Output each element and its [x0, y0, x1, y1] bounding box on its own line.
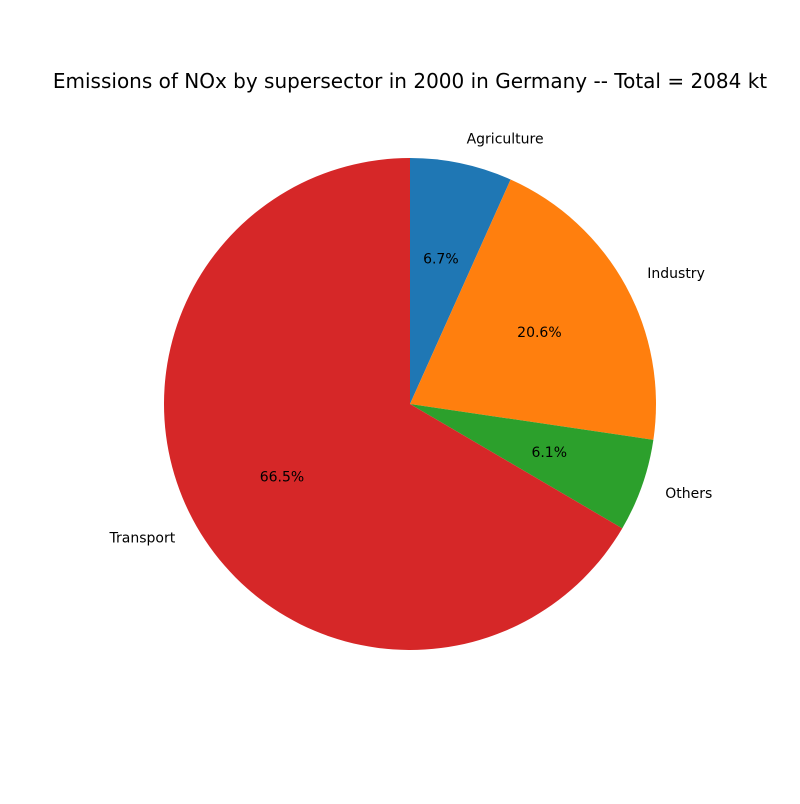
slice-label-transport: Transport — [109, 531, 176, 547]
slice-label-others: Others — [665, 486, 712, 502]
slice-label-agriculture: Agriculture — [467, 131, 544, 147]
pie-slice-transport — [163, 158, 623, 650]
chart-title: Emissions of NOx by supersector in 2000 … — [53, 69, 767, 93]
pie-slices — [163, 158, 656, 650]
pct-label-others: 6.1% — [531, 445, 567, 461]
pct-label-agriculture: 6.7% — [423, 252, 459, 268]
pct-label-transport: 66.5% — [260, 469, 304, 485]
pie-slice-agriculture — [410, 158, 511, 404]
slice-label-industry: Industry — [647, 266, 705, 282]
pie-slice-others — [410, 404, 654, 529]
pie-labels: Agriculture 6.7% Industry 20.6% Others 6.1% Tr… — [109, 131, 713, 546]
pct-label-industry: 20.6% — [517, 325, 561, 341]
pie-slice-industry — [410, 179, 656, 440]
